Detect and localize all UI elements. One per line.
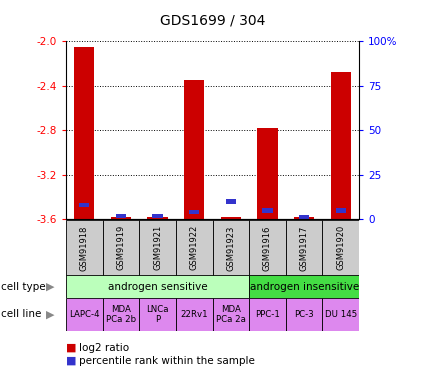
Bar [331,72,351,219]
Text: MDA
PCa 2b: MDA PCa 2b [106,304,136,324]
Bar [221,217,241,219]
Bar [66,275,249,298]
Bar [294,217,314,219]
Text: cell type: cell type [1,282,45,291]
Bar [176,298,212,331]
Bar [79,203,89,207]
Text: PPC-1: PPC-1 [255,310,280,319]
Bar [336,208,346,213]
Bar [111,217,131,219]
Text: ■: ■ [66,356,76,366]
Bar [102,298,139,331]
Text: percentile rank within the sample: percentile rank within the sample [79,356,255,366]
Bar [286,298,323,331]
Bar [176,220,212,276]
Text: LNCa
P: LNCa P [146,304,169,324]
Text: GSM91921: GSM91921 [153,225,162,270]
Text: androgen insensitive: androgen insensitive [249,282,359,291]
Text: GSM91920: GSM91920 [336,225,345,270]
Bar [147,217,167,219]
Bar [153,214,163,218]
Text: androgen sensitive: androgen sensitive [108,282,207,291]
Text: ▶: ▶ [46,282,54,291]
Bar [299,215,309,220]
Bar [184,80,204,219]
Bar [249,275,359,298]
Bar [212,298,249,331]
Bar [66,220,102,276]
Bar [262,208,272,213]
Text: ■: ■ [66,343,76,353]
Text: LAPC-4: LAPC-4 [69,310,99,319]
Bar [74,47,94,219]
Bar [286,220,323,276]
Text: log2 ratio: log2 ratio [79,343,129,353]
Bar [66,298,102,331]
Text: GSM91919: GSM91919 [116,225,125,270]
Text: 22Rv1: 22Rv1 [180,310,208,319]
Bar [323,220,359,276]
Text: GSM91922: GSM91922 [190,225,198,270]
Text: cell line: cell line [1,309,41,319]
Bar [139,220,176,276]
Bar [258,128,278,219]
Text: MDA
PCa 2a: MDA PCa 2a [216,304,246,324]
Bar [226,200,236,204]
Text: GDS1699 / 304: GDS1699 / 304 [160,13,265,27]
Text: GSM91923: GSM91923 [227,225,235,271]
Text: ▶: ▶ [46,309,54,319]
Bar [189,210,199,214]
Text: DU 145: DU 145 [325,310,357,319]
Text: GSM91916: GSM91916 [263,225,272,271]
Bar [249,298,286,331]
Bar [116,214,126,218]
Text: GSM91917: GSM91917 [300,225,309,271]
Bar [249,220,286,276]
Bar [212,220,249,276]
Bar [102,220,139,276]
Bar [323,298,359,331]
Text: PC-3: PC-3 [294,310,314,319]
Bar [139,298,176,331]
Text: GSM91918: GSM91918 [80,225,89,271]
